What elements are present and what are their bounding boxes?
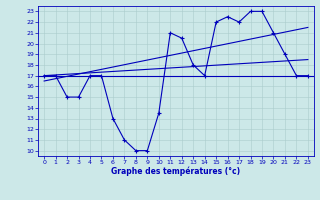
X-axis label: Graphe des températures (°c): Graphe des températures (°c)	[111, 167, 241, 176]
